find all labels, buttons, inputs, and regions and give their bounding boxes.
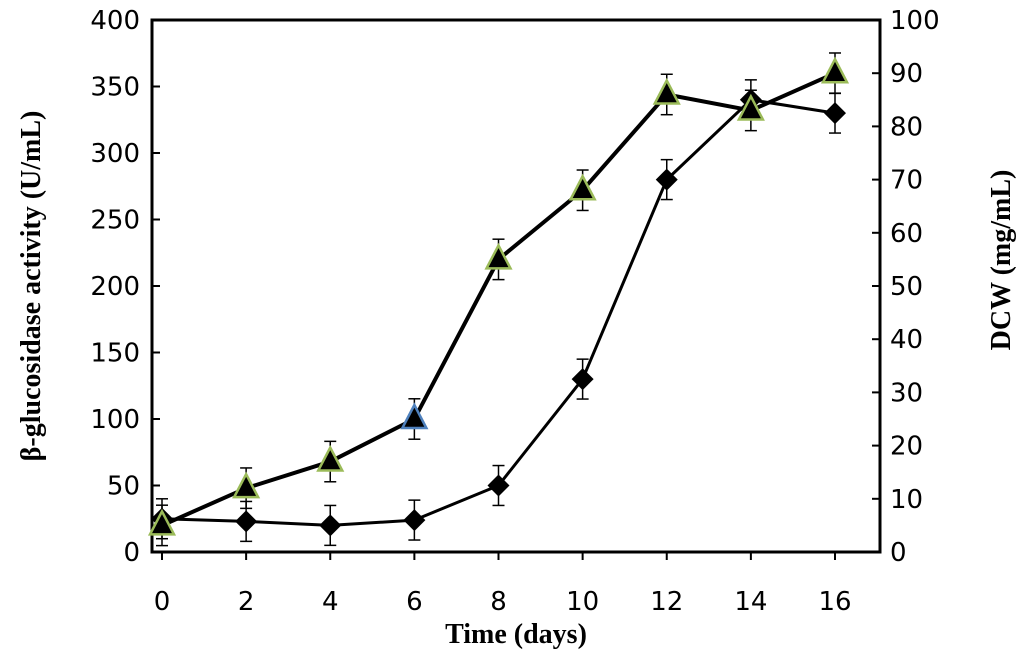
x-tick-label-2: 4 (322, 587, 339, 617)
left-axis-ticks: 0 50 100 150 200 250 300 350 400 (90, 6, 160, 568)
diamond-marker-6 (655, 168, 678, 191)
diamond-marker-3 (403, 509, 426, 532)
y2-tick-label-10: 100 (890, 6, 940, 36)
triangle-marker-5 (568, 173, 597, 201)
diamond-marker-5 (571, 368, 594, 391)
y2-tick-label-5: 50 (890, 272, 923, 302)
triangle-marker-8 (820, 56, 850, 84)
y-tick-label-4: 200 (90, 272, 140, 302)
y-tick-label-3: 150 (90, 339, 140, 369)
y2-tick-label-6: 60 (890, 219, 923, 249)
diamond-marker-2 (319, 514, 342, 537)
y-tick-label-0: 0 (123, 538, 140, 568)
y-axis-title: β-glucosidase activity (U/mL) (16, 111, 47, 462)
y2-tick-label-3: 30 (890, 378, 923, 408)
y2-tick-label-2: 20 (890, 432, 923, 462)
y2-tick-label-9: 90 (890, 59, 923, 89)
y2-tick-label-7: 70 (890, 166, 923, 196)
diamond-marker-4 (487, 474, 510, 497)
x-axis-title: Time (days) (445, 619, 587, 650)
y-tick-label-2: 100 (90, 405, 140, 435)
y-tick-label-8: 400 (90, 6, 140, 36)
diamond-marker-1 (235, 510, 258, 533)
triangle-marker-7 (736, 93, 765, 121)
y2-tick-label-8: 80 (890, 112, 923, 142)
right-axis-ticks: 0 10 20 30 40 50 60 70 80 90 100 (872, 6, 940, 568)
x-tick-label-3: 6 (406, 587, 423, 617)
triangle-marker-1 (232, 471, 261, 499)
diamond-marker-8 (824, 102, 846, 125)
x-tick-label-6: 12 (650, 587, 683, 617)
series-dcw (147, 52, 850, 547)
triangle-marker-4 (484, 242, 513, 270)
x-tick-label-5: 10 (566, 587, 599, 617)
x-tick-label-4: 8 (490, 587, 507, 617)
triangle-marker-2 (316, 444, 345, 472)
x-tick-label-7: 14 (734, 587, 767, 617)
series-layer (147, 52, 850, 547)
y2-tick-label-1: 10 (890, 485, 923, 515)
y-tick-label-7: 350 (90, 73, 140, 103)
triangle-marker-0 (147, 508, 177, 536)
y-tick-label-5: 250 (90, 206, 140, 236)
x-tick-label-8: 16 (818, 587, 851, 617)
x-axis-ticks: 0 2 4 6 8 10 12 14 16 (154, 552, 852, 617)
y2-tick-label-0: 0 (890, 538, 907, 568)
triangle-marker-3 (400, 402, 429, 430)
y-tick-label-6: 300 (90, 139, 140, 169)
x-tick-label-1: 2 (238, 587, 255, 617)
y-tick-label-1: 50 (107, 472, 140, 502)
triangle-marker-6 (652, 77, 681, 105)
x-tick-label-0: 0 (154, 587, 171, 617)
y2-tick-label-4: 40 (890, 325, 923, 355)
y2-axis-title: DCW (mg/mL) (986, 170, 1017, 351)
